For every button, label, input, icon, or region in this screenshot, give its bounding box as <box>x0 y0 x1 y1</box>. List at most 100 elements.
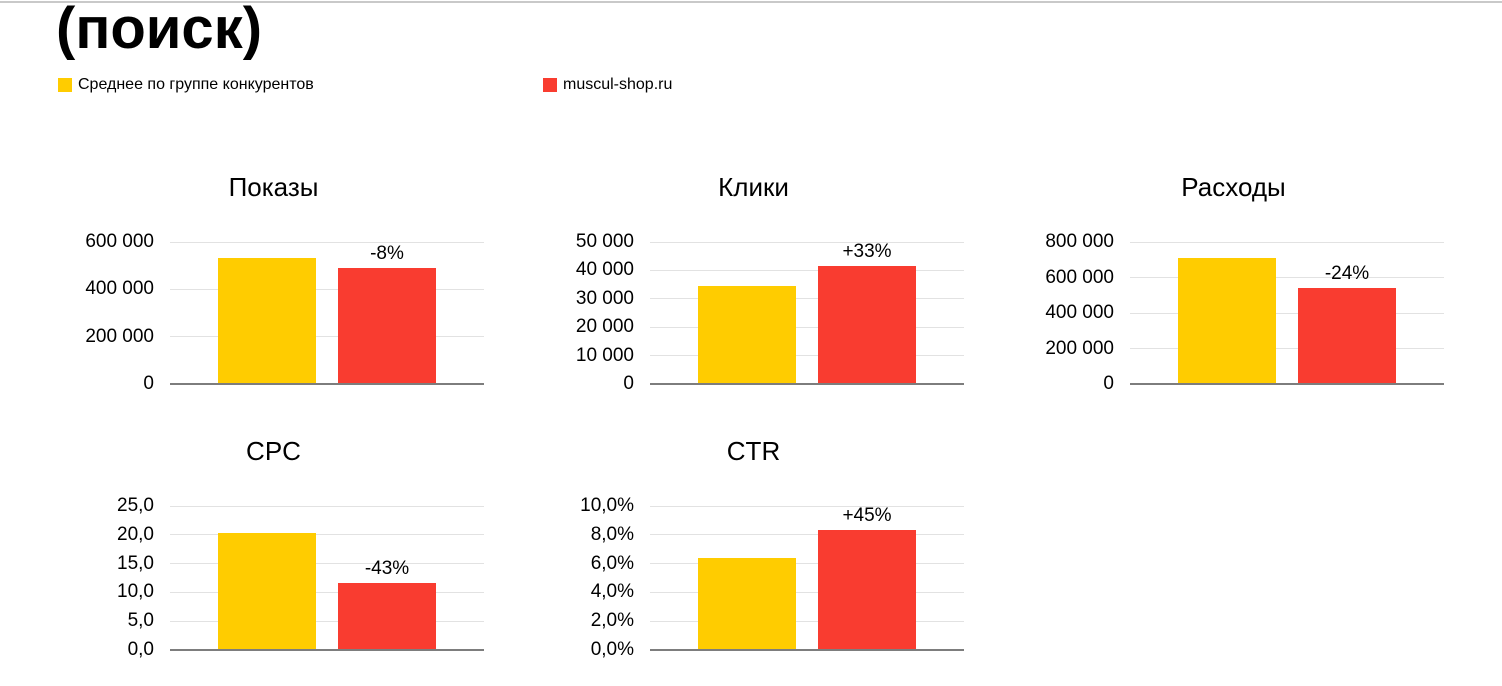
delta-badge-impressions: -8% <box>370 243 404 265</box>
x-axis-line <box>170 649 484 651</box>
bar-muscul-shop <box>338 582 436 650</box>
gridline <box>650 620 964 622</box>
gridline <box>170 336 484 338</box>
chart-bars-impressions: -8% <box>170 242 484 384</box>
y-tick-label: 20,0 <box>117 523 154 545</box>
gridline <box>650 241 964 243</box>
bar-group-muscul-shop: +33% <box>818 242 916 384</box>
legend-item-competitors-avg: Среднее по группе конкурентов <box>58 76 314 93</box>
gridline <box>1130 277 1444 278</box>
y-tick-label: 0,0 <box>127 639 154 660</box>
gridline <box>650 298 964 300</box>
gridline <box>1130 241 1444 243</box>
x-axis-line <box>650 383 964 385</box>
y-tick-label: 400 000 <box>85 278 154 300</box>
gridline <box>170 241 484 243</box>
legend-label-competitors-avg: Среднее по группе конкурентов <box>78 76 314 93</box>
y-tick-label: 10,0 <box>117 581 154 603</box>
y-tick-label: 0 <box>623 373 634 394</box>
y-tick-label: 4,0% <box>590 581 634 603</box>
chart-cpc: CPC -43% 0,0 5,0 10,0 15,0 20,0 25,0 <box>63 430 484 675</box>
chart-impressions: Показы -8% 0 200 000 400 000 600 000 <box>63 160 484 405</box>
y-tick-label: 400 000 <box>1045 302 1114 323</box>
chart-bars-expenses: -24% <box>1130 242 1444 384</box>
chart-title-cpc: CPC <box>246 436 301 466</box>
gridline <box>170 620 484 622</box>
chart-ctr: CTR +45% 0,0% 2,0% 4,0% 6,0% 8,0% 10,0% <box>543 430 964 675</box>
y-tick-label: 0,0% <box>590 639 634 660</box>
gridline <box>170 534 484 536</box>
y-tick-label: 600 000 <box>1045 266 1114 288</box>
y-tick-label: 15,0 <box>117 552 154 574</box>
gridline <box>170 505 484 507</box>
gridline <box>170 563 484 565</box>
y-tick-label: 0 <box>143 373 154 394</box>
y-tick-label: 30 000 <box>575 287 634 309</box>
page-title: (поиск) <box>56 0 263 61</box>
y-tick-label: 50 000 <box>575 231 634 252</box>
legend-label-muscul-shop: muscul-shop.ru <box>563 76 673 93</box>
bar-competitors <box>218 532 316 650</box>
chart-plot-ctr: +45% <box>650 505 964 651</box>
bar-competitors <box>1178 257 1276 384</box>
chart-plot-expenses: -24% <box>1130 241 1444 385</box>
chart-title-expenses: Расходы <box>1181 172 1286 202</box>
gridline <box>1130 348 1444 349</box>
chart-title-ctr: CTR <box>726 436 781 466</box>
gridline <box>650 355 964 357</box>
bar-group-competitors <box>698 242 796 384</box>
bar-competitors <box>218 258 316 384</box>
y-tick-label: 6,0% <box>590 552 634 574</box>
x-axis-line <box>650 649 964 651</box>
y-tick-label: 10 000 <box>575 344 634 366</box>
delta-badge-expenses: -24% <box>1324 262 1370 284</box>
chart-title-impressions: Показы <box>228 172 319 202</box>
chart-bars-cpc: -43% <box>170 506 484 650</box>
y-tick-label: 25,0 <box>117 495 154 516</box>
y-tick-label: 10,0% <box>580 495 634 516</box>
chart-bars-ctr: +45% <box>650 506 964 650</box>
y-tick-label: 200 000 <box>1045 337 1114 359</box>
gridline <box>650 269 964 271</box>
legend-swatch-red <box>543 77 557 92</box>
gridline <box>650 534 964 536</box>
bar-competitors <box>698 557 796 650</box>
delta-badge-clicks: +33% <box>842 241 892 262</box>
y-tick-label: 40 000 <box>575 259 634 281</box>
chart-plot-cpc: -43% <box>170 505 484 651</box>
bar-group-muscul-shop: +45% <box>818 506 916 650</box>
x-axis-line <box>170 383 484 385</box>
gridline <box>650 505 964 507</box>
delta-badge-cpc: -43% <box>364 557 410 579</box>
delta-badge-ctr: +45% <box>842 505 892 526</box>
chart-plot-clicks: +33% <box>650 241 964 385</box>
bar-group-muscul-shop: -43% <box>338 506 436 650</box>
bar-group-competitors <box>698 506 796 650</box>
y-tick-label: 2,0% <box>590 610 634 632</box>
bar-muscul-shop <box>818 266 916 384</box>
y-tick-label: 8,0% <box>590 523 634 545</box>
y-tick-label: 800 000 <box>1045 231 1114 252</box>
gridline <box>650 326 964 328</box>
bar-group-muscul-shop: -8% <box>338 242 436 384</box>
gridline <box>170 591 484 593</box>
gridline <box>650 563 964 565</box>
y-tick-label: 0 <box>1103 373 1114 394</box>
chart-legend: Среднее по группе конкурентов muscul-sho… <box>0 77 1502 93</box>
bar-competitors <box>698 286 796 384</box>
top-divider <box>0 1 1502 3</box>
chart-expenses: Расходы -24% 0 200 000 400 000 600 000 800 000 <box>1023 160 1444 405</box>
gridline <box>170 288 484 290</box>
bar-group-competitors <box>218 242 316 384</box>
chart-bars-clicks: +33% <box>650 242 964 384</box>
bar-group-muscul-shop: -24% <box>1298 242 1396 384</box>
bar-muscul-shop <box>1298 287 1396 384</box>
chart-title-clicks: Клики <box>718 172 789 202</box>
y-tick-label: 600 000 <box>85 231 154 252</box>
gridline <box>1130 312 1444 314</box>
bar-muscul-shop <box>338 268 436 384</box>
chart-clicks: Клики +33% 0 10 000 20 000 30 000 40 000 50 000 <box>543 160 964 405</box>
bar-group-competitors <box>218 506 316 650</box>
gridline <box>650 591 964 593</box>
